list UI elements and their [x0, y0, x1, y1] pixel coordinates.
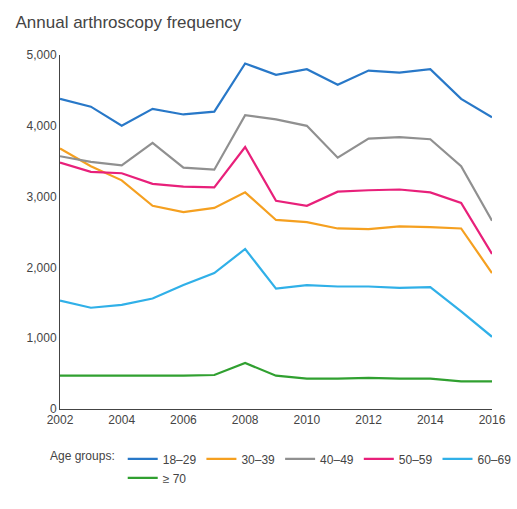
svg-text:5,000: 5,000 — [27, 48, 57, 62]
svg-text:2014: 2014 — [417, 413, 444, 427]
svg-text:2,000: 2,000 — [27, 261, 57, 275]
svg-text:1,000: 1,000 — [27, 331, 57, 345]
svg-text:2010: 2010 — [294, 413, 321, 427]
svg-text:30–39: 30–39 — [241, 453, 275, 467]
svg-text:3,000: 3,000 — [27, 190, 57, 204]
svg-text:Age groups:: Age groups: — [50, 449, 115, 463]
svg-text:0: 0 — [50, 402, 57, 416]
svg-text:2004: 2004 — [108, 413, 135, 427]
svg-text:2008: 2008 — [232, 413, 259, 427]
svg-text:≥ 70: ≥ 70 — [163, 472, 187, 486]
svg-text:2006: 2006 — [170, 413, 197, 427]
svg-text:2002: 2002 — [47, 413, 74, 427]
svg-text:Annual arthroscopy frequency: Annual arthroscopy frequency — [16, 13, 242, 32]
svg-text:2016: 2016 — [479, 413, 506, 427]
svg-text:40–49: 40–49 — [320, 453, 354, 467]
svg-text:60–69: 60–69 — [478, 453, 512, 467]
svg-text:4,000: 4,000 — [27, 119, 57, 133]
svg-text:18–29: 18–29 — [163, 453, 197, 467]
svg-text:50–59: 50–59 — [399, 453, 433, 467]
svg-text:2012: 2012 — [355, 413, 382, 427]
